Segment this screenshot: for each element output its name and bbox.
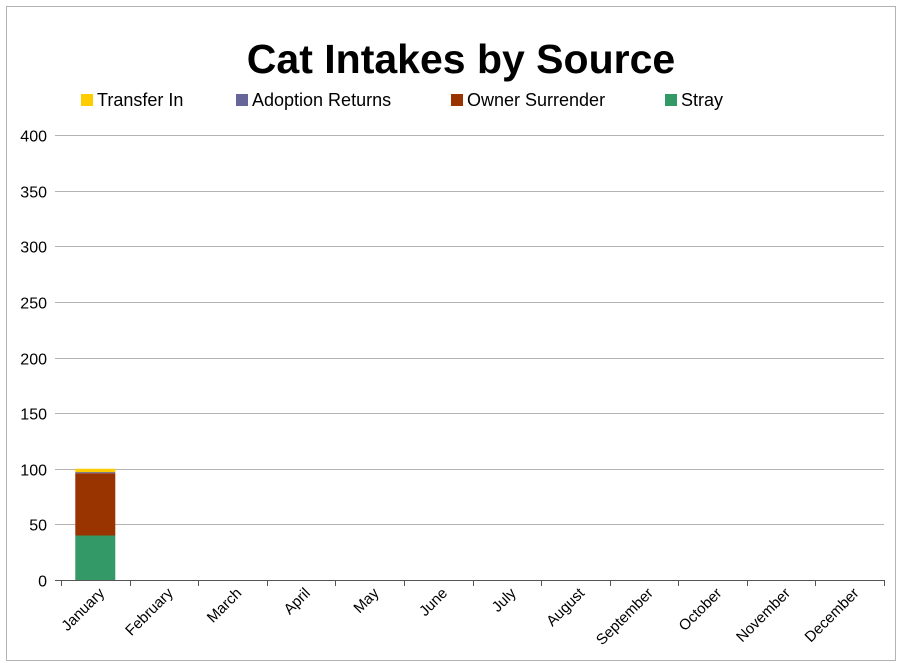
legend-label-adoption-returns: Adoption Returns xyxy=(252,90,392,110)
x-tick-label: June xyxy=(416,585,451,620)
x-tick-label: April xyxy=(281,585,314,618)
legend-label-transfer-in: Transfer In xyxy=(97,90,184,110)
chart-frame xyxy=(6,6,896,661)
y-tick-label: 350 xyxy=(20,185,47,202)
legend-label-owner-surrender: Owner Surrender xyxy=(467,90,606,110)
legend-label-stray: Stray xyxy=(681,90,724,110)
bar-segment xyxy=(75,468,116,473)
y-tick-label: 0 xyxy=(38,574,47,591)
x-tick-label: February xyxy=(122,584,177,639)
x-tick-label: September xyxy=(593,585,657,649)
x-tick-label: July xyxy=(489,584,520,615)
bar-segment xyxy=(75,472,116,474)
y-tick-label: 100 xyxy=(20,463,47,480)
legend-swatch-transfer-in xyxy=(81,94,93,106)
y-tick-label: 200 xyxy=(20,352,47,369)
x-tick-label: March xyxy=(204,585,245,626)
x-tick-label: January xyxy=(58,584,108,634)
y-tick-label: 400 xyxy=(20,129,47,146)
x-tick-label: November xyxy=(733,585,794,646)
x-tick-label: May xyxy=(350,584,382,616)
bar-segment xyxy=(75,473,116,536)
x-tick-label: August xyxy=(543,584,589,630)
bar-segment xyxy=(75,535,116,580)
y-tick-label: 50 xyxy=(29,518,47,535)
y-tick-label: 150 xyxy=(20,407,47,424)
legend-swatch-adoption-returns xyxy=(236,94,248,106)
legend-swatch-owner-surrender xyxy=(451,94,463,106)
y-tick-label: 250 xyxy=(20,296,47,313)
y-tick-label: 300 xyxy=(20,240,47,257)
x-tick-label: December xyxy=(802,585,863,646)
legend-swatch-stray xyxy=(665,94,677,106)
chart-title: Cat Intakes by Source xyxy=(246,36,676,82)
x-tick-label: October xyxy=(676,585,726,635)
